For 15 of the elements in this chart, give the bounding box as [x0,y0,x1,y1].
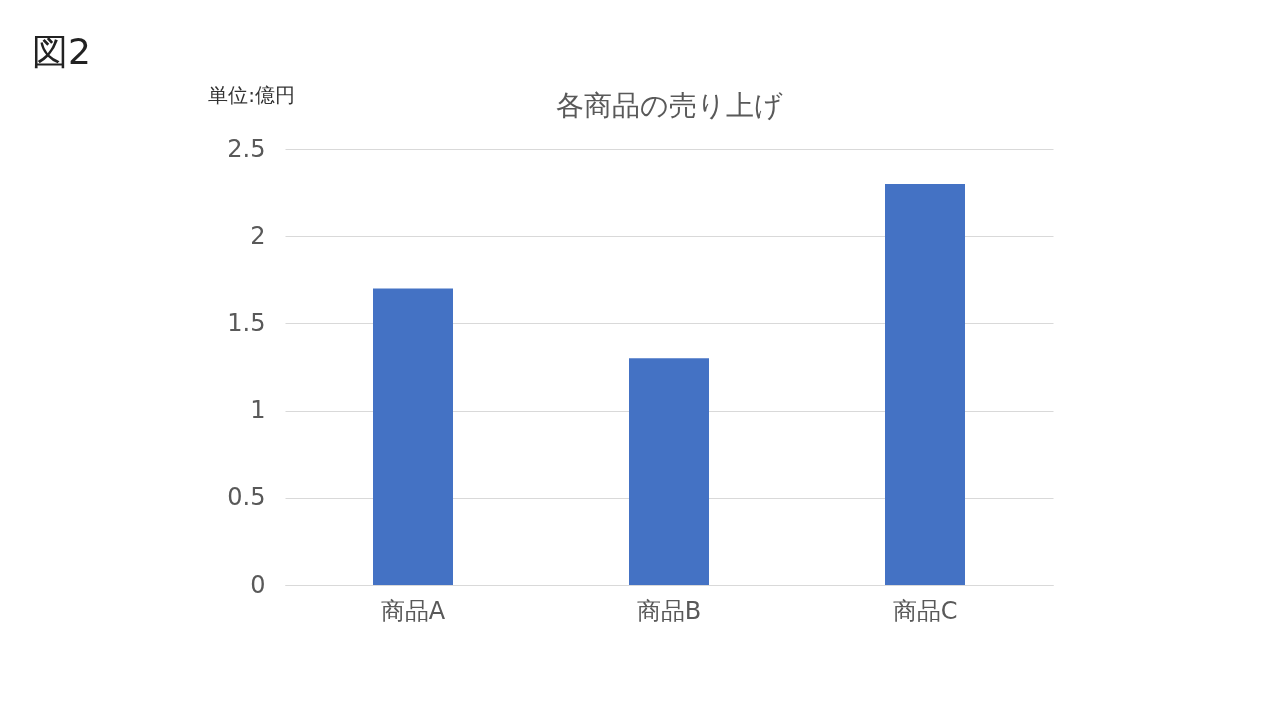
bar [885,183,965,585]
x-tick-label: 商品A [380,596,446,625]
caption: 図2 [32,30,91,74]
x-tick-label: 商品B [636,596,702,625]
y-tick-label: 2 [250,221,266,250]
x-tick-label: 商品C [892,596,958,625]
y-tick-label: 0 [250,570,266,599]
y-tick-label: 0.5 [227,483,266,512]
y-tick-label: 2.5 [227,134,266,163]
bar [629,358,709,585]
y-axis-title: 単位:億円 [208,82,295,107]
y-tick-label: 1.5 [227,308,266,337]
bar [373,288,453,585]
y-tick-label: 1 [250,396,266,425]
chart-title: 各商品の売り上げ [555,89,783,122]
